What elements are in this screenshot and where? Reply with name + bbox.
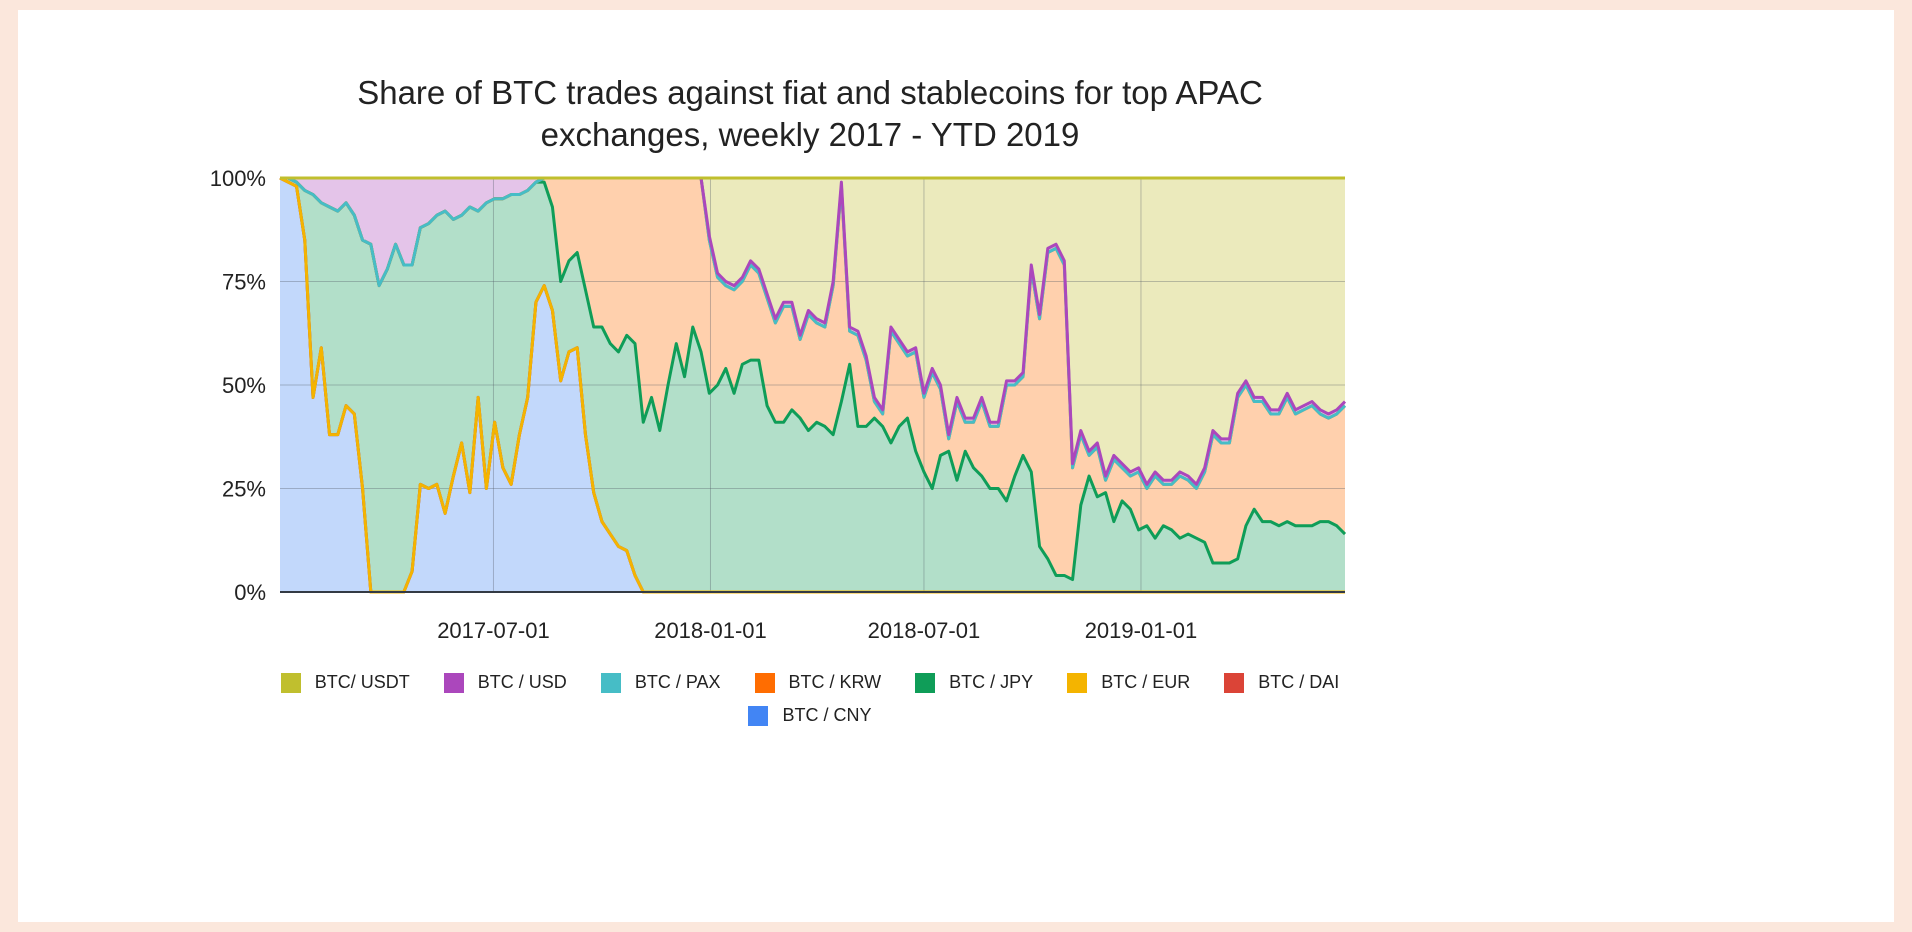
x-tick-label: 2018-01-01 — [654, 618, 767, 643]
legend-item[interactable]: BTC / PAX — [600, 672, 721, 693]
legend-item[interactable]: BTC / DAI — [1224, 672, 1339, 693]
legend-label: BTC / CNY — [782, 705, 872, 725]
legend-item[interactable]: BTC/ USDT — [280, 672, 410, 693]
chart-legend: BTC/ USDT BTC / USD BTC / PAX BTC / KRW BTC … — [270, 672, 1350, 726]
chart-title-line2: exchanges, weekly 2017 - YTD 2019 — [540, 116, 1080, 153]
area-btcjpy — [280, 178, 1345, 592]
y-tick-label: 50% — [222, 373, 266, 398]
chart-title: Share of BTC trades against fiat and sta… — [0, 72, 1620, 156]
legend-label: BTC / JPY — [949, 672, 1034, 692]
area-btccny — [280, 178, 1345, 592]
chart-card — [18, 10, 1894, 922]
chart-title-line1: Share of BTC trades against fiat and sta… — [357, 74, 1263, 111]
legend-item[interactable]: BTC / EUR — [1067, 672, 1190, 693]
legend-swatch — [443, 672, 464, 693]
legend-swatch — [748, 705, 769, 726]
legend-swatch — [1067, 672, 1088, 693]
area-btcusd — [280, 178, 1345, 489]
legend-swatch — [915, 672, 936, 693]
y-tick-label: 75% — [222, 270, 266, 295]
legend-label: BTC / DAI — [1258, 672, 1340, 692]
legend-label: BTC / KRW — [788, 672, 882, 692]
legend-item[interactable]: BTC / JPY — [915, 672, 1033, 693]
legend-swatch — [1224, 672, 1245, 693]
y-tick-label: 100% — [210, 166, 266, 191]
y-tick-label: 25% — [222, 477, 266, 502]
line-btcpax — [280, 176, 1347, 490]
area-btcusdt — [280, 178, 1345, 485]
legend-item[interactable]: BTC / CNY — [748, 705, 872, 726]
legend-label: BTC / PAX — [634, 672, 721, 692]
legend-item[interactable]: BTC / USD — [443, 672, 567, 693]
legend-swatch — [280, 672, 301, 693]
x-tick-label: 2018-07-01 — [868, 618, 981, 643]
legend-item[interactable]: BTC / KRW — [754, 672, 882, 693]
x-tick-label: 2019-01-01 — [1085, 618, 1198, 643]
legend-label: BTC/ USDT — [314, 672, 410, 692]
legend-swatch — [600, 672, 621, 693]
x-tick-label: 2017-07-01 — [437, 618, 550, 643]
area-btckrw — [280, 178, 1345, 580]
y-tick-label: 0% — [234, 580, 266, 605]
legend-swatch — [754, 672, 775, 693]
legend-label: BTC / EUR — [1101, 672, 1191, 692]
legend-label: BTC / USD — [477, 672, 567, 692]
